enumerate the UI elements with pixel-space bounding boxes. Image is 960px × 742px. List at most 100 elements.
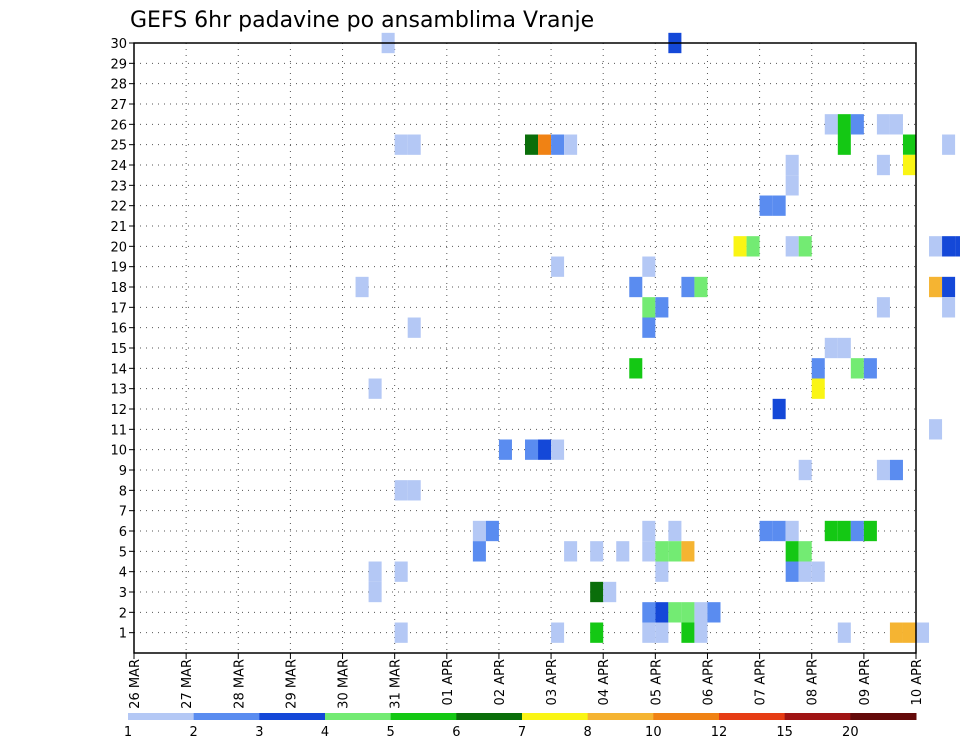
y-tick-label: 12 [110,403,127,418]
y-tick-label: 23 [110,179,127,194]
x-tick-label: 05 APR [649,659,664,705]
heatmap-cell [850,520,864,542]
colorbar-swatch [325,713,392,720]
y-tick-label: 11 [110,423,127,438]
x-tick-label: 30 MAR [337,659,352,709]
heatmap-cell [655,561,669,582]
chart-title: GEFS 6hr padavine po ansamblima Vranje [130,8,594,33]
heatmap-cell [837,520,851,542]
colorbar-label: 10 [645,725,662,740]
heatmap-cell [642,602,656,623]
y-tick-label: 22 [110,200,127,215]
heatmap-cell [551,439,565,460]
heatmap-cell [876,297,890,318]
colorbar-label: 2 [190,725,198,740]
y-tick-label: 16 [110,322,127,337]
heatmap-cell [394,480,408,501]
heatmap-cell [798,459,812,481]
heatmap-cell [655,541,669,562]
y-tick-label: 30 [110,37,127,52]
heatmap-cell [394,134,408,155]
heatmap-cell [472,541,486,562]
colorbar-label: 7 [518,725,526,740]
heatmap-cell [668,602,682,623]
colorbar-swatch [653,713,720,720]
x-tick-label: 28 MAR [232,659,247,709]
heatmap-cell [603,581,617,603]
heatmap-cell [655,602,669,623]
y-tick-label: 7 [119,505,127,520]
heatmap-cell [837,622,851,643]
y-tick-label: 26 [110,118,127,133]
colorbar-swatch [456,713,523,720]
heatmap-cell [902,622,916,643]
x-tick-label: 31 MAR [389,659,404,709]
heatmap-cell [655,622,669,643]
heatmap-cell [889,114,903,135]
heatmap-cell [681,541,695,562]
y-tick-label: 17 [110,301,127,316]
y-tick-label: 28 [110,78,127,93]
heatmap-cell [407,317,421,338]
x-tick-label: 07 APR [754,659,769,705]
heatmap-cell [889,622,903,643]
colorbar-swatch [719,713,786,720]
colorbar-label: 1 [124,725,132,740]
heatmap-cell [668,541,682,562]
x-tick-label: 04 APR [597,659,612,705]
y-tick-label: 24 [110,159,127,174]
y-tick-label: 8 [119,484,127,499]
colorbar-swatch [850,713,917,720]
heatmap-cell [355,276,369,298]
heatmap-cell [772,520,786,542]
heatmap-cell [694,602,708,623]
heatmap-cell [642,297,656,318]
heatmap-cell [811,378,825,399]
heatmap-cell [733,236,747,257]
colorbar-swatch [259,713,326,720]
y-tick-label: 20 [110,240,127,255]
heatmap-cell [785,154,799,176]
heatmap-cell [655,297,669,318]
heatmap-cell [863,520,877,542]
heatmap-cell [929,419,943,440]
heatmap-cell [564,541,578,562]
colorbar-label: 4 [321,725,329,740]
heatmap-cell [811,358,825,379]
heatmap-cell [694,622,708,643]
heatmap-cell [876,459,890,481]
heatmap-cell [785,561,799,582]
heatmap-cell [538,134,552,155]
colorbar-label: 5 [387,725,395,740]
heatmap-cell [876,114,890,135]
heatmap-cell [694,276,708,298]
heatmap-cell [368,561,382,582]
heatmap-cell [629,358,643,379]
heatmap-cell [368,378,382,399]
heatmap-cell [668,520,682,542]
heatmap-cell [955,236,960,257]
heatmap-cell [407,480,421,501]
heatmap-cell [876,154,890,176]
colorbar-swatch [128,713,195,720]
heatmap-cell [538,439,552,460]
y-tick-label: 6 [119,525,127,540]
y-tick-label: 13 [110,383,127,398]
heatmap-cell [772,195,786,216]
heatmap-cell [916,622,930,643]
y-tick-label: 3 [119,586,127,601]
heatmap-cell [850,358,864,379]
heatmap-cell [707,602,721,623]
heatmap-cell [785,541,799,562]
y-tick-label: 5 [119,545,127,560]
y-tick-label: 21 [110,220,127,235]
heatmap-cell [407,134,421,155]
heatmap-cell [616,541,630,562]
y-tick-label: 4 [119,566,127,581]
colorbar-swatch [390,713,457,720]
heatmap-cell [681,602,695,623]
x-tick-label: 10 APR [910,659,925,705]
heatmap-cell [942,134,956,155]
heatmap-cell [759,195,773,216]
